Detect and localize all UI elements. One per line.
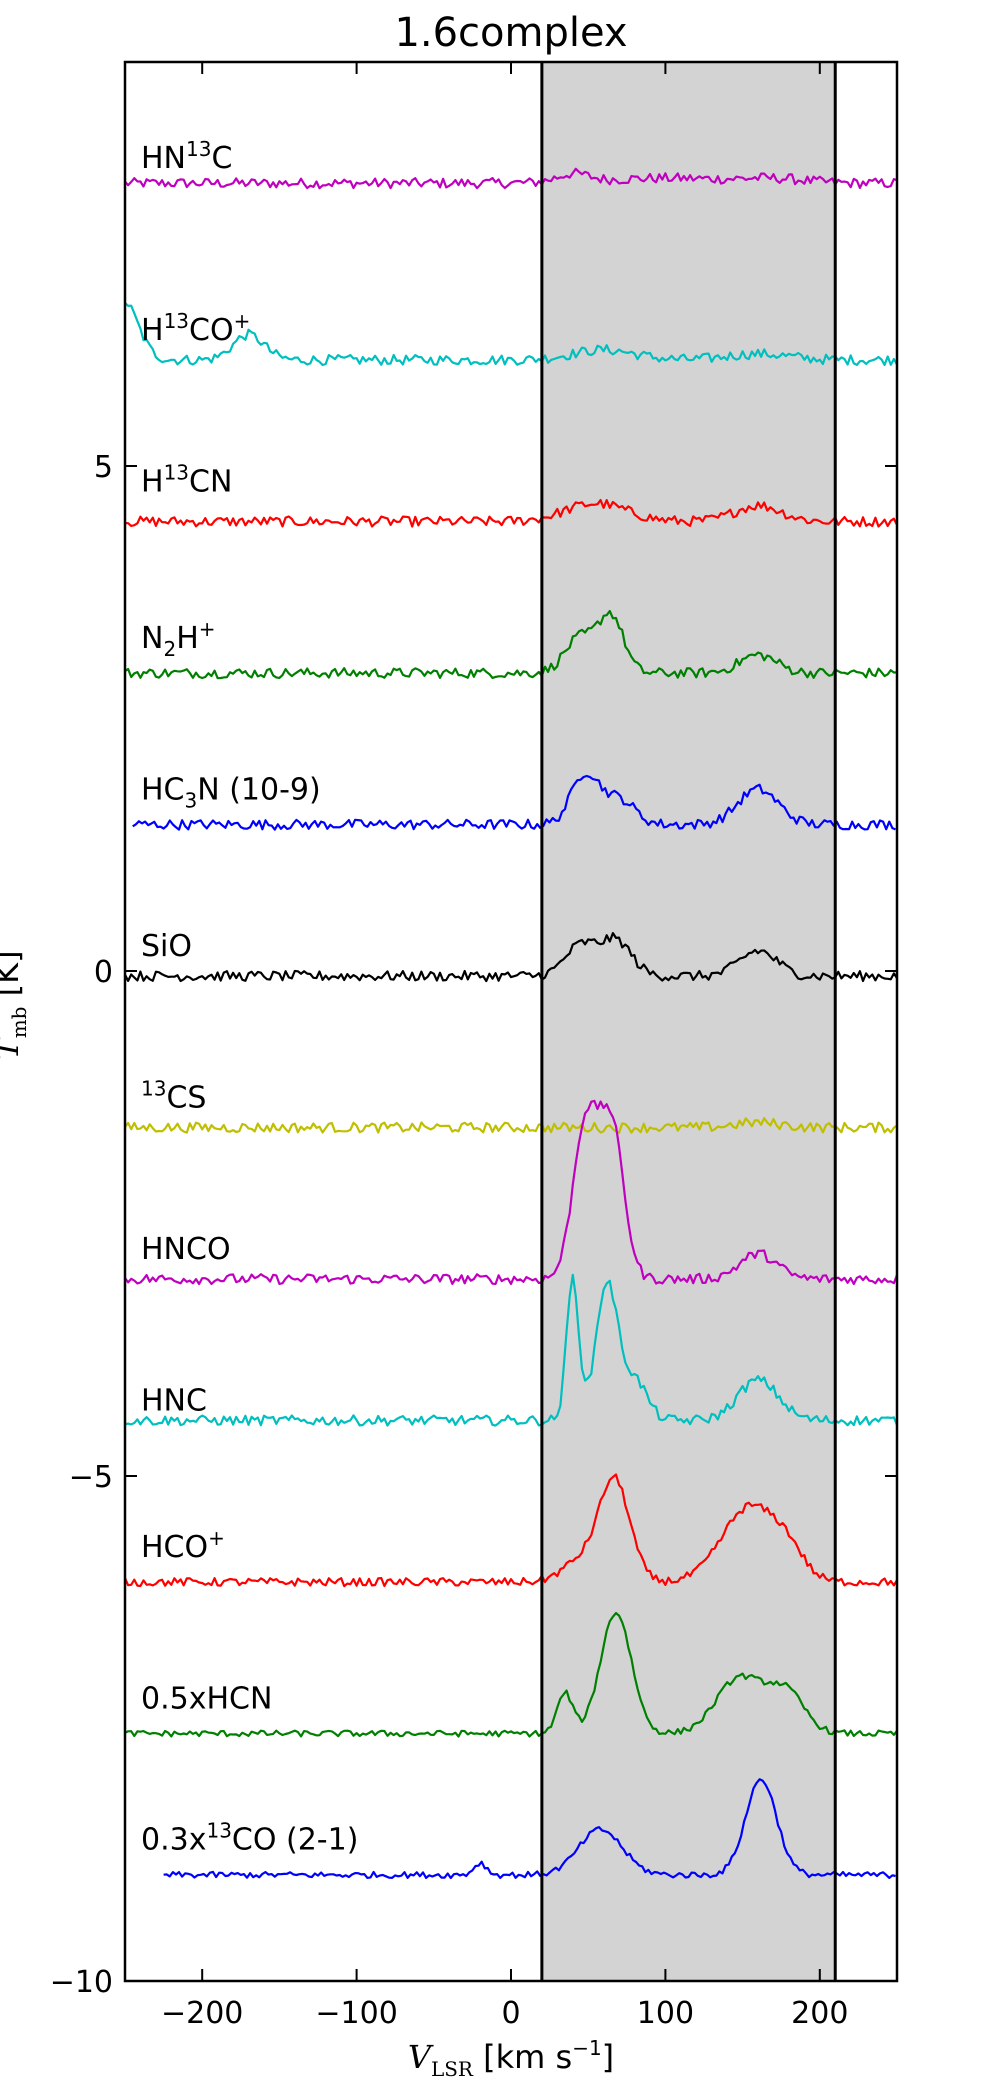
y-tick-label: 0 — [94, 955, 113, 990]
species-label-hco: HCO+​ — [141, 1526, 225, 1565]
y-tick-label: 5 — [94, 450, 113, 485]
spectrum-hc3n-10-9 — [132, 774, 896, 831]
chart-title: 1.6complex — [394, 10, 627, 56]
species-label-hn13c: HN13​C — [141, 137, 232, 176]
spectrum-hnc — [124, 1273, 899, 1427]
spectrum-h13co — [124, 302, 898, 367]
species-label-0-5xhcn: 0.5xHCN — [141, 1681, 272, 1716]
species-label-hc3n-10-9: HC3​N (10-9) — [141, 772, 321, 812]
y-tick-label: −10 — [50, 1965, 113, 2000]
spectrum-13cs — [124, 1117, 898, 1134]
spectrum-0-3x13co-2-1 — [163, 1778, 896, 1880]
species-label-n2h: N2​H+​ — [141, 617, 216, 661]
x-axis-label: VLSR [km s−1] — [408, 2036, 614, 2081]
x-tick-label: 0 — [501, 1996, 520, 2031]
spectrum-hco — [123, 1473, 898, 1588]
species-label-h13cn: H13​CN — [141, 460, 232, 499]
x-tick-label: −200 — [161, 1996, 243, 2031]
species-label-hnc: HNC — [141, 1383, 207, 1418]
ticks-layer: −200 −100 0 100 200 −10 −5 0 5 — [50, 62, 897, 2031]
species-label-hnco: HNCO — [141, 1232, 231, 1267]
spectrum-hn13c — [124, 167, 898, 190]
spectrum-sio — [124, 931, 898, 983]
y-tick-label: −5 — [69, 1460, 113, 1495]
species-label-sio: SiO — [141, 929, 192, 964]
x-tick-label: −100 — [315, 1996, 397, 2031]
species-label-13cs: 13​CS — [141, 1076, 206, 1115]
spectrum-hnco — [124, 1099, 899, 1286]
species-label-h13co: H13​CO+​ — [141, 309, 250, 348]
y-axis-label: Tmb [K] — [0, 950, 31, 1059]
x-tick-label: 200 — [791, 1996, 848, 2031]
species-labels-layer: HN13​C H13​CO+​ H13​CN N2​H+​ HC3​N (10-9) Si… — [141, 137, 358, 1858]
spectrum-0-5xhcn — [124, 1611, 898, 1738]
spectrum-n2h — [124, 609, 898, 680]
spectrum-h13cn — [124, 499, 898, 528]
x-tick-label: 100 — [637, 1996, 694, 2031]
spectra-layer — [123, 167, 899, 1880]
shaded-velocity-range — [541, 62, 836, 1981]
species-label-0-3x13co-2-1: 0.3x13​CO (2-1) — [141, 1819, 358, 1858]
